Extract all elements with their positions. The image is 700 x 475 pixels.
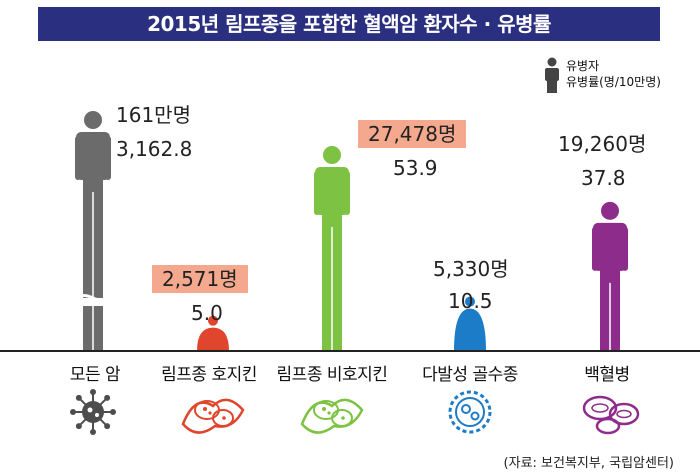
count-label-all-cancer: 161만명: [116, 103, 191, 127]
lymphoma-cell-icon: [181, 398, 245, 434]
category-label-hodgkin: 림프종 호지킨: [161, 365, 257, 385]
rate-label-leukemia: 37.8: [581, 166, 626, 190]
source-note: (자료: 보건복지부, 국립암센터): [503, 456, 674, 471]
person-icon: [545, 57, 559, 93]
axis-break-mark: [73, 298, 113, 306]
count-label-non-hodgkin: 27,478명: [358, 120, 467, 148]
virus-icon: [70, 389, 116, 435]
legend: 유병자 유병률(명/10만명): [566, 58, 661, 90]
category-label-myeloma: 다발성 골수종: [422, 365, 518, 385]
category-label-non-hodgkin: 림프종 비호지킨: [276, 365, 388, 385]
count-label-leukemia: 19,260명: [558, 132, 647, 156]
person-bar-myeloma: [454, 296, 486, 351]
rate-label-non-hodgkin: 53.9: [393, 156, 438, 180]
person-bar-hodgkin: [197, 315, 229, 351]
count-label-myeloma: 5,330명: [433, 257, 509, 281]
person-bar-leukemia: [592, 201, 628, 351]
legend-patients-label: 유병자: [566, 59, 600, 73]
rate-label-hodgkin: 5.0: [191, 301, 223, 325]
lymphoma-cell-icon: [300, 398, 364, 434]
myeloma-cell-icon: [448, 390, 492, 434]
rate-label-myeloma: 10.5: [448, 289, 493, 313]
rate-label-all-cancer: 3,162.8: [116, 137, 193, 161]
category-label-all-cancer: 모든 암: [69, 365, 121, 385]
legend-rate-label: 유병률(명/10만명): [566, 75, 661, 89]
category-label-leukemia: 백혈병: [584, 365, 630, 385]
chart-title: 2015년 림프종을 포함한 혈액암 환자수 · 유병률: [38, 7, 660, 41]
count-label-hodgkin: 2,571명: [152, 265, 248, 293]
leukemia-cell-icon: [582, 395, 640, 435]
person-bar-non-hodgkin: [314, 146, 350, 351]
person-bar-all-cancer: [72, 111, 114, 351]
